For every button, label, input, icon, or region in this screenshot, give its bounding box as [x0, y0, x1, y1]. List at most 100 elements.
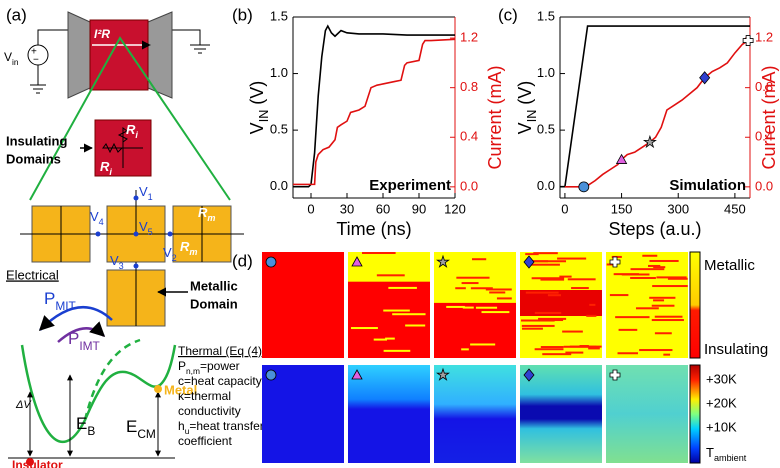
energy-curve-dashed: [83, 338, 141, 421]
marker: [351, 369, 363, 380]
node: [95, 231, 101, 237]
heatmap-streak: [630, 268, 665, 271]
text-part: Thermal (Eq (4)): [178, 344, 266, 358]
heatmaps: [262, 252, 688, 463]
heatmap-streak: [405, 324, 426, 327]
metallic-label: Metallic: [190, 278, 238, 293]
metal-point: [154, 385, 162, 393]
y-tick-label: 1.0: [270, 65, 288, 80]
chart: 0 30 60 90 120 0.0 0.5 1.0 1.5 0.0 0.4 0.8 1.2 (b) Exp…: [232, 5, 505, 238]
heatmap-streak: [656, 276, 687, 279]
subscript: i: [109, 167, 112, 177]
heatmap-streak: [521, 319, 555, 322]
y-axis-label: VIN (V): [247, 81, 272, 135]
wires: [30, 29, 210, 94]
heatmap-streak: [667, 277, 688, 280]
x-axis-label: Steps (a.u.): [608, 219, 701, 239]
thermal-line: hu=heat transfer: [178, 419, 264, 436]
text-part: T: [706, 445, 714, 460]
heatmap-streak: [538, 317, 567, 320]
heatmap-streak: [642, 254, 658, 257]
heatmap-streak: [651, 304, 675, 307]
heatmap-streak: [540, 346, 564, 349]
heatmap-streak: [652, 285, 688, 288]
heatmap-streak: [569, 345, 602, 348]
y2-tick-label: 0.4: [755, 129, 773, 144]
ecm-label: ECM: [126, 417, 156, 441]
heatmap-streak: [376, 274, 405, 277]
heatmap-streak: [534, 311, 562, 314]
insulator-label: Insulator: [12, 458, 63, 468]
heatmap-streak: [388, 286, 417, 289]
heatmap-streak: [534, 348, 564, 351]
thermal-line: coefficient: [178, 434, 232, 448]
subscript: ambient: [714, 453, 747, 463]
frame: [292, 16, 455, 199]
rm-label: Rm: [180, 239, 197, 257]
heatmap-streak: [589, 303, 596, 306]
heatmap-streak: [571, 287, 589, 290]
heatmap-streak: [373, 338, 387, 341]
heatmap-streak: [618, 328, 638, 331]
text-part: κ=thermal: [178, 389, 231, 403]
marker: [578, 181, 590, 193]
heatmap-thermal: [262, 365, 344, 463]
frame: [559, 16, 750, 199]
subscript: 1: [148, 192, 153, 202]
node: [167, 231, 173, 237]
subscript: m: [189, 247, 197, 257]
subscript: 2: [172, 253, 177, 263]
subscript: IMT: [79, 339, 99, 353]
node-label: V1: [139, 184, 153, 202]
x-tick-label: 120: [444, 201, 466, 216]
ri-label: Ri: [100, 159, 112, 177]
subscript: u: [185, 426, 190, 436]
heatmap-streak: [542, 353, 572, 356]
heatmap-streak: [547, 294, 561, 297]
thermal-line: Thermal (Eq (4)): [178, 344, 266, 358]
subscript: n,m: [186, 366, 200, 376]
x-tick-label: 0: [307, 201, 314, 216]
heatmap-streak: [651, 319, 684, 322]
y-tick-label: 0.5: [270, 122, 288, 137]
node: [133, 263, 139, 269]
text-part: coefficient: [178, 434, 232, 448]
heatmap-streak: [654, 332, 672, 335]
heatmap-streak: [446, 305, 465, 308]
marker: [742, 35, 754, 46]
heatmap-streak: [361, 252, 396, 255]
heatmap-streak: [385, 337, 395, 340]
thermal-line: Pn,m=power: [178, 359, 240, 376]
heatmap-thermal: [434, 365, 516, 463]
heatmap-streak: [455, 287, 466, 290]
colorbar-label: Insulating: [704, 341, 768, 358]
y2-tick-label: 0.0: [460, 178, 478, 193]
heatmap-streak: [557, 257, 587, 260]
heatmap-streak: [654, 315, 683, 318]
marker: [642, 134, 657, 149]
subscript: m: [207, 213, 215, 223]
x-tick-label: 150: [611, 201, 633, 216]
vin-label: Vin: [4, 50, 19, 67]
chart: 0 150 300 450 0.0 0.5 1.0 1.5 0.0 0.4 0.8 1.2 (c) Sim…: [498, 5, 779, 238]
x-tick-label: 90: [412, 201, 426, 216]
insulator-point: [26, 458, 34, 466]
subscript: 3: [119, 261, 124, 271]
panel-label: (c): [498, 5, 518, 24]
annotation: Simulation: [669, 177, 746, 194]
text-part: V: [247, 122, 267, 134]
text-part: R: [126, 122, 136, 137]
text-part: V: [515, 122, 535, 134]
minus: −: [33, 55, 39, 66]
y-tick-label: 0.5: [537, 122, 555, 137]
marker: [615, 153, 628, 164]
heatmap-streak: [649, 259, 679, 262]
y-tick-label: 1.5: [537, 8, 555, 23]
heatmap-streak: [475, 306, 498, 309]
colorbar-label: Metallic: [704, 257, 755, 274]
y-tick-label: 1.5: [270, 8, 288, 23]
heatmap-streak: [470, 287, 493, 290]
series-line: [564, 39, 749, 188]
